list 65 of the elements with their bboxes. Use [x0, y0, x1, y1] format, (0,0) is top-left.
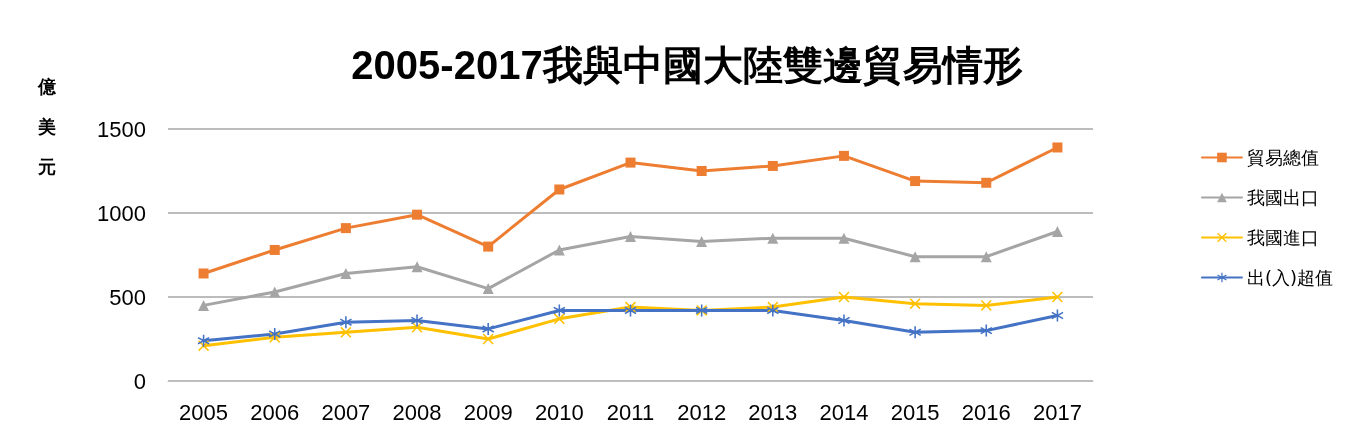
point — [268, 327, 281, 340]
point — [838, 150, 849, 161]
x-tick-label: 2013 — [748, 399, 798, 425]
point — [340, 326, 352, 338]
legend-label: 貿易總值 — [1246, 147, 1319, 168]
point — [980, 324, 993, 337]
point — [553, 313, 565, 325]
point — [482, 322, 495, 335]
point — [766, 304, 779, 317]
point — [412, 209, 423, 220]
point — [339, 316, 352, 329]
point — [696, 236, 708, 248]
y-tick-label: 500 — [109, 284, 146, 310]
point — [625, 157, 636, 168]
x-tick-label: 2008 — [392, 399, 442, 425]
point — [1052, 142, 1063, 153]
point — [483, 241, 494, 252]
point — [340, 267, 352, 279]
point — [411, 261, 423, 273]
x-tick-label: 2016 — [961, 399, 1011, 425]
point — [909, 326, 922, 339]
point — [909, 298, 921, 310]
y-axis-title: 億美元 — [37, 75, 57, 177]
point — [980, 251, 992, 263]
point — [1051, 291, 1063, 303]
point — [624, 304, 637, 317]
point — [625, 231, 636, 243]
point — [696, 166, 707, 176]
x-tick-label: 2014 — [819, 399, 869, 425]
y-tick-label: 1500 — [97, 116, 146, 142]
point — [838, 232, 850, 244]
chart-title: 2005-2017我與中國大陸雙邊貿易情形 — [351, 43, 1023, 87]
y-tick-label: 0 — [133, 368, 146, 394]
point — [909, 251, 921, 263]
point — [269, 244, 280, 255]
point — [198, 268, 209, 279]
point — [1051, 225, 1063, 237]
point — [198, 299, 210, 311]
y-tick-label: 1000 — [97, 200, 146, 226]
point — [910, 176, 921, 187]
point — [981, 177, 992, 188]
point — [553, 244, 565, 256]
x-tick-label: 2006 — [250, 399, 300, 425]
point — [980, 299, 992, 311]
x-tick-label: 2009 — [463, 399, 513, 425]
legend-label: 我國進口 — [1246, 227, 1319, 248]
x-tick-label: 2015 — [890, 399, 940, 425]
x-tick-label: 2012 — [677, 399, 727, 425]
point — [838, 291, 850, 303]
x-tick-label: 2005 — [179, 399, 229, 425]
point — [767, 232, 779, 244]
point — [482, 283, 494, 295]
point — [269, 286, 281, 298]
point — [411, 314, 424, 327]
point — [767, 160, 778, 171]
x-tick-label: 2010 — [534, 399, 584, 425]
point — [340, 223, 351, 234]
point — [482, 333, 494, 345]
legend-label: 我國出口 — [1246, 187, 1319, 208]
legend-label: 出(入)超值 — [1246, 267, 1333, 288]
point — [554, 184, 565, 195]
x-tick-label: 2007 — [321, 399, 371, 425]
x-tick-label: 2017 — [1032, 399, 1082, 425]
point — [837, 314, 850, 327]
x-tick-label: 2011 — [606, 399, 655, 425]
